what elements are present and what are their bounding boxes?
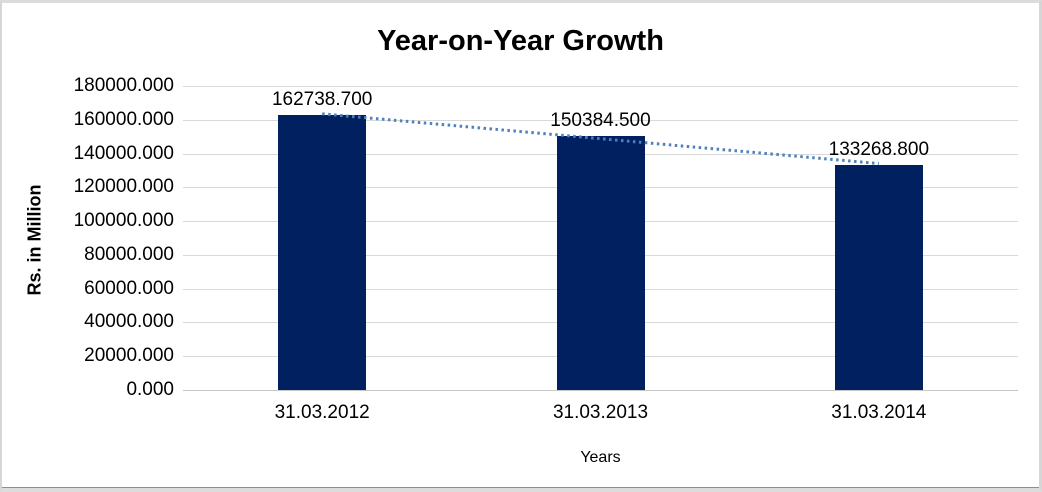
bar-31.03.2012 <box>278 115 367 390</box>
y-tick-label: 140000.000 <box>73 142 174 164</box>
y-tick-label: 80000.000 <box>84 243 174 265</box>
y-tick-label: 0.000 <box>126 379 174 400</box>
x-axis-title: Years <box>580 449 621 466</box>
y-tick-label: 40000.000 <box>84 311 174 333</box>
bar-31.03.2014 <box>834 164 923 390</box>
y-tick-label: 160000.000 <box>73 108 174 130</box>
y-axis-title: Rs. in Million <box>24 184 45 296</box>
y-tick-label: 100000.000 <box>73 210 174 232</box>
y-tick-label: 60000.000 <box>84 277 174 299</box>
y-tick-label: 120000.000 <box>73 176 174 198</box>
y-tick-label: 180000.000 <box>73 75 174 96</box>
bar-31.03.2013 <box>556 136 645 390</box>
data-label: 150384.500 <box>550 110 651 132</box>
x-tick-label: 31.03.2014 <box>831 402 927 423</box>
x-tick-label: 31.03.2012 <box>274 402 370 423</box>
data-label: 162738.700 <box>271 89 373 111</box>
x-tick-label: 31.03.2013 <box>552 402 649 423</box>
y-tick-label: 20000.000 <box>84 345 174 367</box>
chart-title: Year-on-Year Growth <box>377 25 664 57</box>
gridline <box>183 86 1018 87</box>
data-label: 133268.800 <box>828 138 930 160</box>
gridline <box>183 390 1018 391</box>
chart-area: Year-on-Year Growth 0.000 20000.000 40000.… <box>2 3 1039 488</box>
